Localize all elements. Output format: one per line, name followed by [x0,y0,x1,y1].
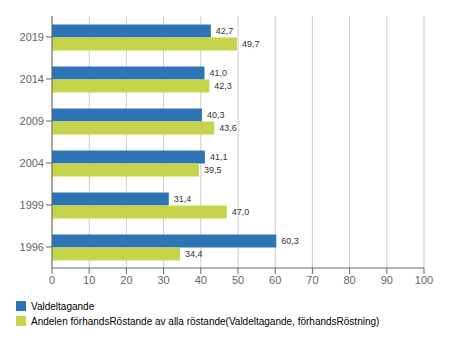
svg-text:10: 10 [83,274,95,286]
html-text:Valdeltagande: Valdeltagande [31,301,95,312]
svg-text:0: 0 [49,274,55,286]
svg-text:2019: 2019 [20,31,44,43]
svg-text:2009: 2009 [20,115,44,127]
svg-text:80: 80 [343,274,355,286]
svg-text:49,7: 49,7 [242,39,260,49]
html-text:Andelen förhandsRöstande av al: Andelen förhandsRöstande av alla röstand… [31,316,380,327]
svg-text:42,3: 42,3 [214,81,232,91]
svg-text:41,0: 41,0 [210,68,228,78]
svg-text:60,3: 60,3 [281,236,299,246]
svg-text:50: 50 [232,274,244,286]
svg-text:60: 60 [269,274,281,286]
svg-text:42,7: 42,7 [216,26,234,36]
svg-text:34,4: 34,4 [185,249,203,259]
svg-text:31,4: 31,4 [174,194,192,204]
svg-text:47,0: 47,0 [232,207,250,217]
svg-text:2004: 2004 [20,157,44,169]
svg-text:30: 30 [157,274,169,286]
svg-text:2014: 2014 [20,73,44,85]
svg-text:40,3: 40,3 [207,110,225,120]
svg-text:100: 100 [415,274,433,286]
svg-text:20: 20 [120,274,132,286]
svg-text:43,6: 43,6 [219,123,237,133]
svg-text:40: 40 [195,274,207,286]
svg-text:41,1: 41,1 [210,152,228,162]
svg-text:39,5: 39,5 [204,165,222,175]
svg-text:90: 90 [381,274,393,286]
svg-text:1999: 1999 [20,199,44,211]
svg-text:1996: 1996 [20,241,44,253]
svg-text:70: 70 [306,274,318,286]
